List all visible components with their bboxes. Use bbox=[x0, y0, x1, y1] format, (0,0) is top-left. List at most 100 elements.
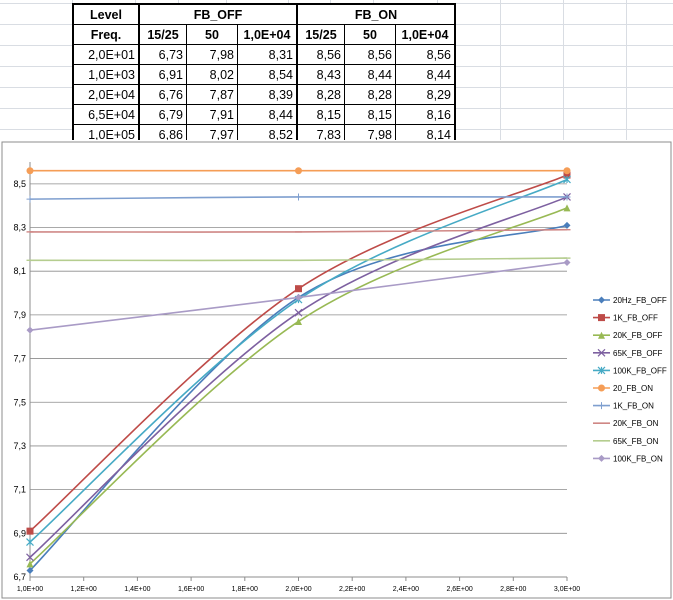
table-header-row-1: Level FB_OFF FB_ON bbox=[72, 3, 456, 25]
value-cell[interactable]: 6,91 bbox=[138, 64, 187, 85]
subheader-cell[interactable]: 50 bbox=[344, 24, 396, 45]
data-point bbox=[597, 366, 606, 375]
data-point bbox=[26, 326, 34, 334]
data-point bbox=[295, 293, 302, 301]
freq-header[interactable]: Freq. bbox=[72, 24, 140, 45]
y-tick-label: 7,7 bbox=[13, 354, 26, 364]
data-point bbox=[598, 384, 605, 392]
value-cell[interactable]: 8,56 bbox=[344, 44, 396, 65]
legend-label: 65K_FB_ON bbox=[613, 437, 659, 446]
value-cell[interactable]: 8,28 bbox=[344, 84, 396, 105]
table-row: 2,0E+04 6,76 7,87 8,39 8,28 8,28 8,29 bbox=[72, 84, 456, 105]
data-point bbox=[563, 167, 571, 175]
x-tick-label: 1,2E+00 bbox=[71, 586, 97, 593]
data-point bbox=[295, 285, 302, 293]
legend-label: 20_FB_ON bbox=[613, 384, 653, 393]
legend-label: 20K_FB_OFF bbox=[613, 331, 662, 340]
data-point bbox=[597, 348, 606, 357]
x-tick-label: 3,0E+00 bbox=[554, 586, 580, 593]
value-cell[interactable]: 8,43 bbox=[296, 64, 345, 85]
legend-label: 1K_FB_OFF bbox=[613, 314, 658, 323]
value-cell[interactable]: 8,16 bbox=[395, 104, 456, 125]
data-point bbox=[563, 193, 571, 201]
value-cell[interactable]: 7,91 bbox=[186, 104, 238, 125]
data-point bbox=[26, 553, 34, 562]
data-point bbox=[26, 538, 34, 546]
x-tick-label: 2,4E+00 bbox=[393, 586, 419, 593]
table-header-row-2: Freq. 15/25 50 1,0E+04 15/25 50 1,0E+04 bbox=[72, 24, 456, 45]
subheader-cell[interactable]: 1,0E+04 bbox=[237, 24, 298, 45]
data-point bbox=[26, 560, 34, 568]
data-point bbox=[294, 308, 303, 317]
x-tick-label: 1,8E+00 bbox=[232, 586, 258, 593]
value-cell[interactable]: 8,56 bbox=[395, 44, 456, 65]
freq-cell[interactable]: 6,5E+04 bbox=[72, 104, 140, 125]
y-tick-label: 8,1 bbox=[13, 266, 26, 276]
value-cell[interactable]: 7,98 bbox=[186, 44, 238, 65]
y-tick-label: 7,9 bbox=[13, 310, 26, 320]
y-tick-label: 8,3 bbox=[13, 223, 26, 233]
subheader-cell[interactable]: 15/25 bbox=[296, 24, 345, 45]
y-tick-label: 6,7 bbox=[13, 572, 26, 582]
freq-cell[interactable]: 2,0E+04 bbox=[72, 84, 140, 105]
data-point bbox=[598, 402, 605, 410]
legend-label: 20K_FB_ON bbox=[613, 419, 659, 428]
data-point bbox=[295, 193, 302, 201]
y-tick-label: 7,5 bbox=[13, 397, 26, 407]
value-cell[interactable]: 8,54 bbox=[237, 64, 298, 85]
data-point bbox=[26, 566, 34, 574]
value-cell[interactable]: 8,56 bbox=[296, 44, 345, 65]
chart-border bbox=[1, 141, 672, 599]
value-cell[interactable]: 8,02 bbox=[186, 64, 238, 85]
x-tick-label: 2,0E+00 bbox=[285, 586, 311, 593]
data-point bbox=[563, 175, 571, 184]
data-point bbox=[563, 258, 571, 266]
data-point bbox=[598, 296, 605, 304]
x-tick-label: 2,2E+00 bbox=[339, 586, 365, 593]
line-chart[interactable]: 6,7 6,9 7,1 7,3 7,5 7,7 7,9 8,1 8,3 8,5 1,0E+00 1,2… bbox=[0, 140, 673, 600]
table-row: 2,0E+01 6,73 7,98 8,31 8,56 8,56 8,56 bbox=[72, 44, 456, 65]
value-cell[interactable]: 8,39 bbox=[237, 84, 298, 105]
subheader-cell[interactable]: 1,0E+04 bbox=[395, 24, 456, 45]
subheader-cell[interactable]: 15/25 bbox=[138, 24, 187, 45]
x-tick-label: 1,4E+00 bbox=[124, 586, 150, 593]
data-point bbox=[563, 204, 571, 212]
value-cell[interactable]: 6,73 bbox=[138, 44, 187, 65]
subheader-cell[interactable]: 50 bbox=[186, 24, 238, 45]
data-point bbox=[295, 167, 302, 175]
data-point bbox=[563, 171, 571, 179]
y-tick-label: 6,9 bbox=[13, 528, 26, 538]
value-cell[interactable]: 8,15 bbox=[344, 104, 396, 125]
legend-label: 100K_FB_ON bbox=[613, 454, 663, 463]
x-tick-label: 1,0E+00 bbox=[17, 586, 43, 593]
value-cell[interactable]: 8,44 bbox=[237, 104, 298, 125]
data-point bbox=[26, 167, 34, 175]
value-cell[interactable]: 8,31 bbox=[237, 44, 298, 65]
value-cell[interactable]: 8,44 bbox=[395, 64, 456, 85]
data-point bbox=[598, 454, 605, 462]
value-cell[interactable]: 6,79 bbox=[138, 104, 187, 125]
value-cell[interactable]: 8,15 bbox=[296, 104, 345, 125]
series-line bbox=[29, 224, 568, 572]
data-point bbox=[598, 331, 605, 339]
group-header-fb-on[interactable]: FB_ON bbox=[296, 3, 456, 25]
value-cell[interactable]: 8,44 bbox=[344, 64, 396, 85]
value-cell[interactable]: 7,87 bbox=[186, 84, 238, 105]
data-table: Level FB_OFF FB_ON Freq. 15/25 50 1,0E+0… bbox=[72, 3, 456, 146]
table-row: 6,5E+04 6,79 7,91 8,44 8,15 8,15 8,16 bbox=[72, 104, 456, 125]
legend-label: 100K_FB_OFF bbox=[613, 366, 667, 375]
freq-cell[interactable]: 1,0E+03 bbox=[72, 64, 140, 85]
value-cell[interactable]: 8,28 bbox=[296, 84, 345, 105]
value-cell[interactable]: 6,76 bbox=[138, 84, 187, 105]
y-tick-label: 7,1 bbox=[13, 485, 26, 495]
group-header-fb-off[interactable]: FB_OFF bbox=[138, 3, 298, 25]
data-point bbox=[295, 317, 302, 325]
table-row: 1,0E+03 6,91 8,02 8,54 8,43 8,44 8,44 bbox=[72, 64, 456, 85]
chart-area[interactable]: 6,7 6,9 7,1 7,3 7,5 7,7 7,9 8,1 8,3 8,5 1,0E+00 1,2… bbox=[0, 140, 673, 600]
y-tick-label: 8,5 bbox=[13, 179, 26, 189]
x-tick-label: 1,6E+00 bbox=[178, 586, 204, 593]
value-cell[interactable]: 8,29 bbox=[395, 84, 456, 105]
freq-cell[interactable]: 2,0E+01 bbox=[72, 44, 140, 65]
data-point bbox=[563, 221, 571, 229]
level-header[interactable]: Level bbox=[72, 3, 140, 25]
